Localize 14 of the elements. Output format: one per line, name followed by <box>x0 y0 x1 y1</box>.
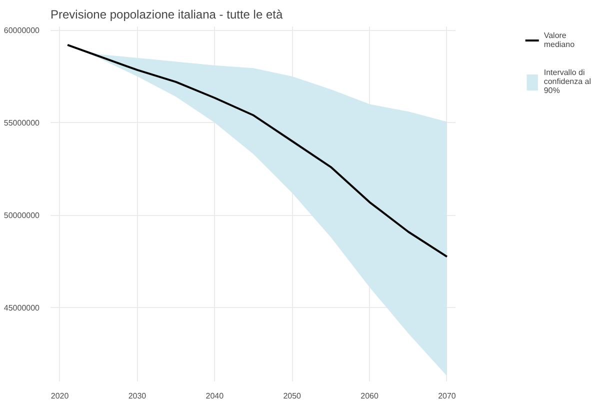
x-tick-label: 2040 <box>206 392 224 400</box>
x-tick-label: 2050 <box>283 392 302 400</box>
line-series <box>66 44 448 258</box>
chart-title: Previsione popolazione italiana - tutte le età <box>50 8 283 22</box>
y-tick-label: 45000000 <box>4 304 40 313</box>
x-tick-label: 2020 <box>50 392 70 400</box>
y-tick-label: 50000000 <box>4 211 40 220</box>
x-tick-label: 2070 <box>438 392 456 400</box>
x-tick-label: 2060 <box>360 392 379 400</box>
legend-label: Intervallo di confidenza al 90% <box>544 68 591 95</box>
legend-label: Valore mediano <box>544 31 575 49</box>
x-tick-label: 2030 <box>128 392 147 400</box>
y-tick-label: 55000000 <box>4 118 40 128</box>
y-tick-label: 60000000 <box>4 26 40 36</box>
